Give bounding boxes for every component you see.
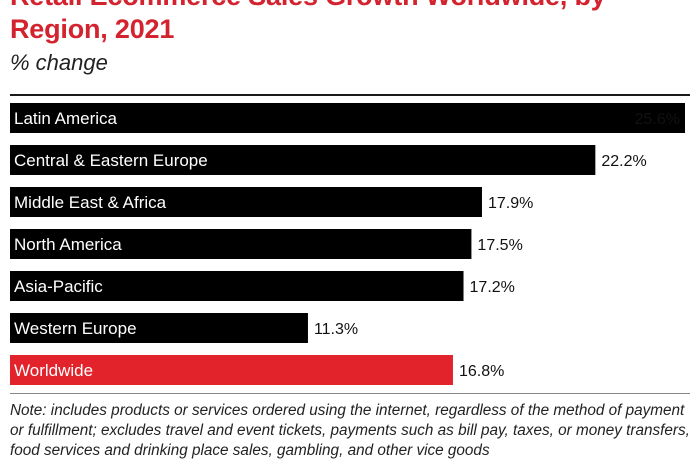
chart-title: Retail Ecommerce Sales Growth Worldwide,… — [10, 0, 606, 44]
category-label-central-eastern-europe: Central & Eastern Europe — [14, 151, 208, 170]
category-label-north-america: North America — [14, 235, 122, 254]
value-label-worldwide: 16.8% — [459, 363, 504, 380]
value-label-asia-pacific: 17.2% — [470, 279, 515, 296]
bar-latin-america — [10, 103, 685, 133]
category-label-western-europe: Western Europe — [14, 319, 137, 338]
bar-north-america — [10, 229, 472, 259]
category-label-worldwide: Worldwide — [14, 361, 93, 380]
category-label-asia-pacific: Asia-Pacific — [14, 277, 103, 296]
top-divider — [10, 94, 690, 96]
category-label-middle-east-africa: Middle East & Africa — [14, 193, 167, 212]
category-label-latin-america: Latin America — [14, 109, 118, 128]
value-label-middle-east-africa: 17.9% — [488, 195, 533, 212]
bottom-divider — [10, 393, 690, 394]
bar-worldwide — [10, 355, 453, 385]
bar-asia-pacific — [10, 271, 464, 301]
bar-central-eastern-europe — [10, 145, 596, 175]
bar-western-europe — [10, 313, 308, 343]
value-label-north-america: 17.5% — [477, 237, 522, 254]
value-label-latin-america: 25.6% — [635, 111, 680, 128]
chart-subtitle: % change — [10, 50, 108, 75]
bar-chart: Latin America 25.6% Central & Eastern Euro… — [10, 103, 685, 385]
value-label-western-europe: 11.3% — [314, 321, 358, 338]
value-label-central-eastern-europe: 22.2% — [601, 153, 646, 170]
chart-note: Note: includes products or services orde… — [10, 402, 690, 459]
bar-middle-east-africa — [10, 187, 482, 217]
